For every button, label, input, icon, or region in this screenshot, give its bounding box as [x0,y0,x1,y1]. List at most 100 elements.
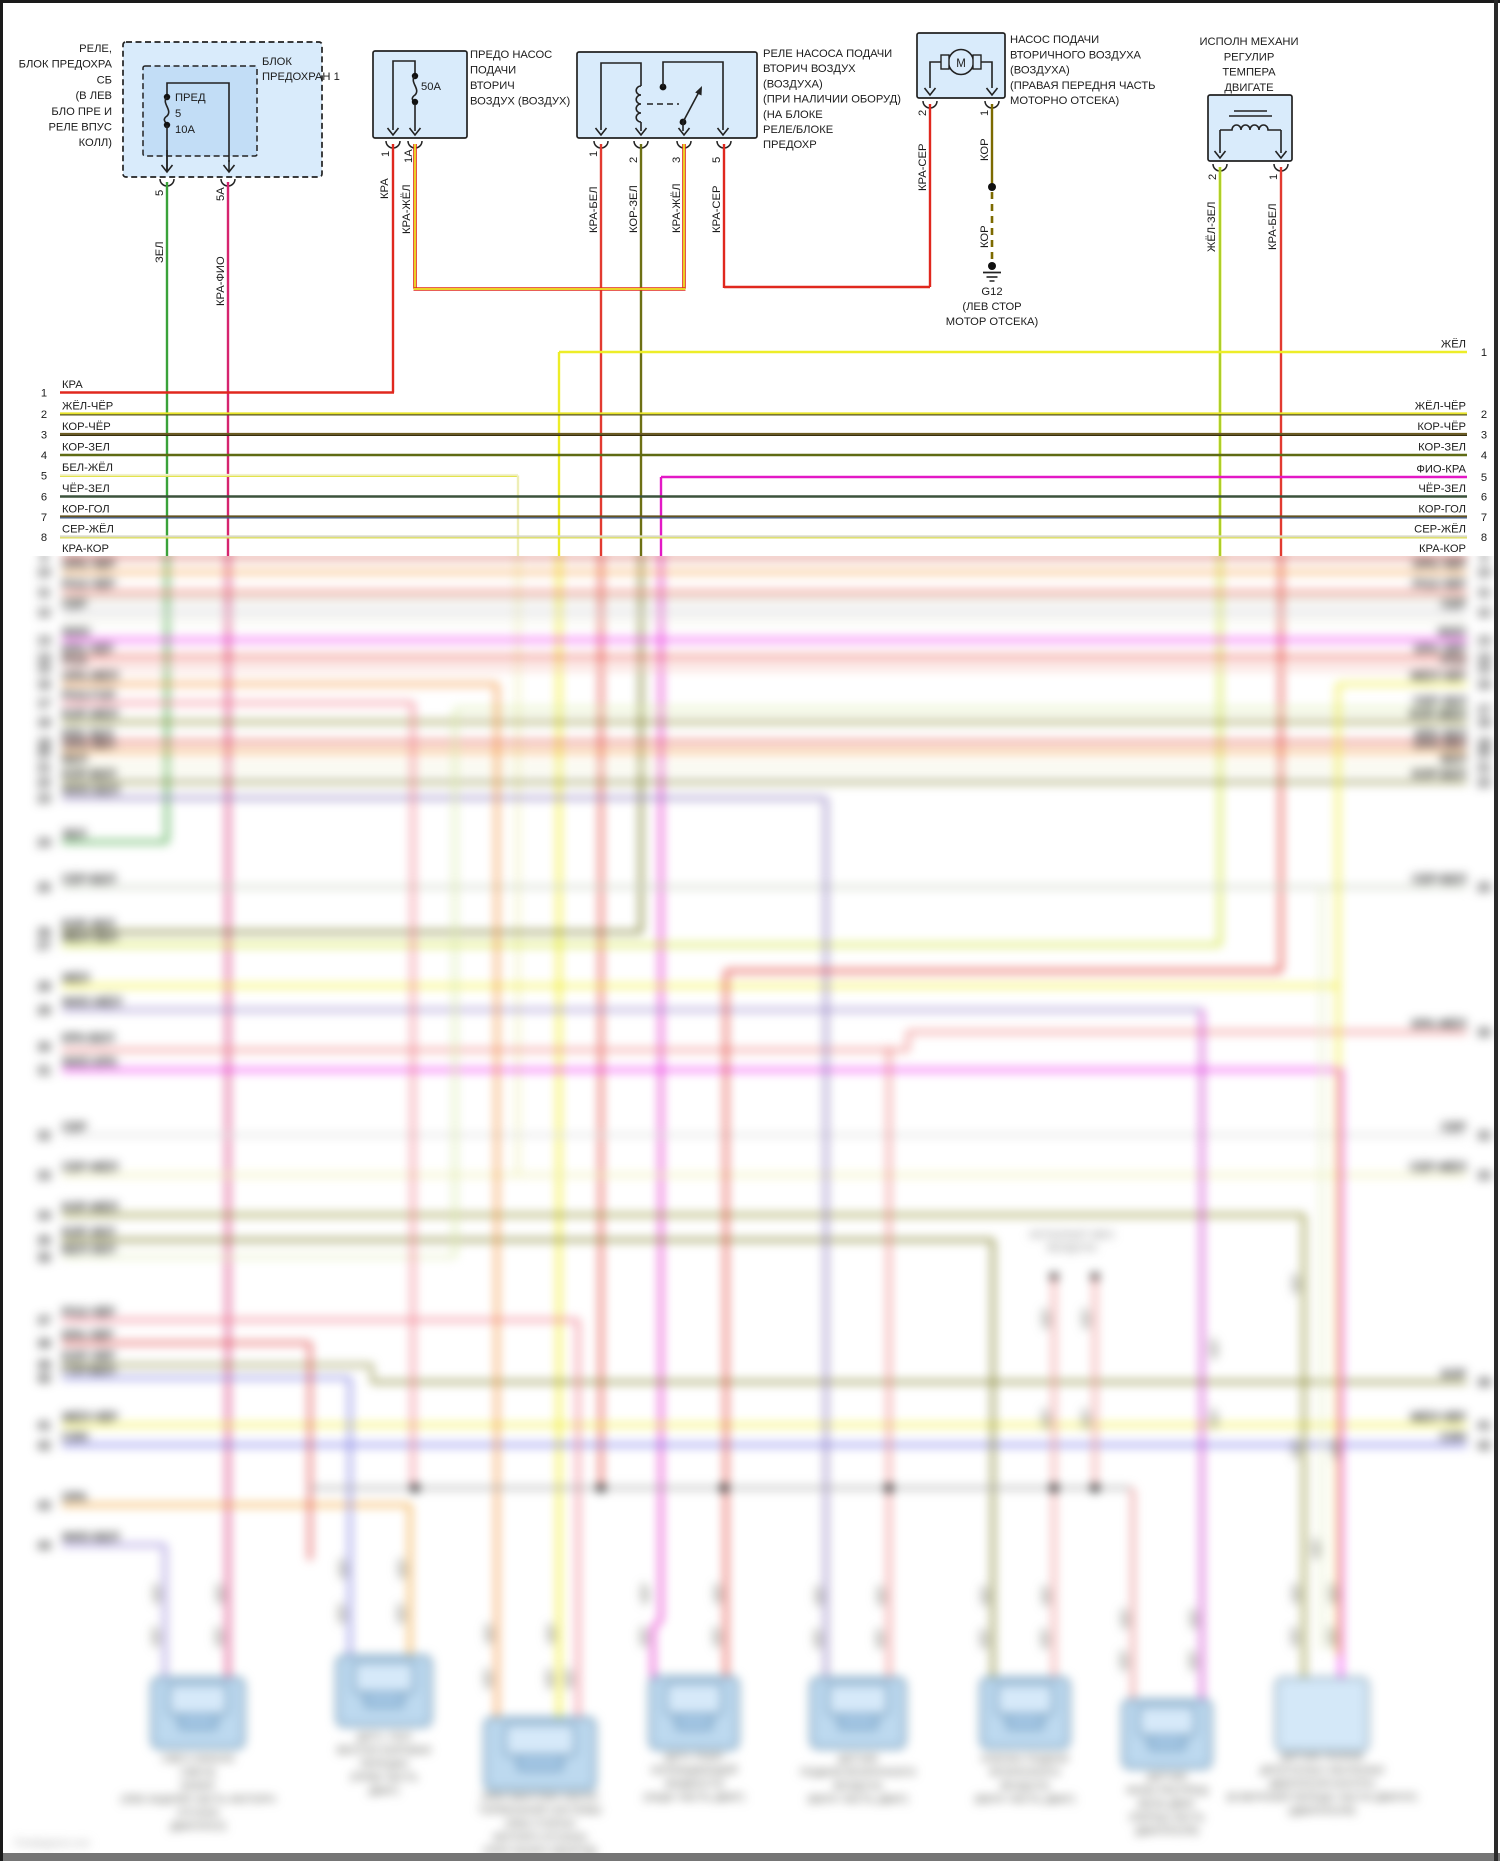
svg-text:ФИО-КРА: ФИО-КРА [1416,464,1466,476]
svg-text:РЕЛЕ,: РЕЛЕ, [79,43,112,55]
svg-text:25: 25 [1477,881,1491,895]
svg-text:СЕР-ЖЁЛ: СЕР-ЖЁЛ [1414,524,1466,536]
svg-text:ОХЛАЖДАЮЩЕЙ: ОХЛАЖДАЮЩЕЙ [651,1764,738,1777]
svg-text:3: 3 [41,430,47,442]
svg-text:30: 30 [1477,1026,1491,1040]
svg-text:ЗЕЛ: ЗЕЛ [62,827,86,841]
svg-text:ЧЁР: ЧЁР [1041,1408,1053,1430]
svg-text:КОР-ЖЁЛ: КОР-ЖЁЛ [62,1199,118,1214]
svg-text:ЧЁР: ЧЁР [546,1623,558,1645]
svg-text:ТЕМПЕРА: ТЕМПЕРА [1222,67,1276,79]
svg-text:ЧЁР: ЧЁР [1041,1585,1053,1607]
svg-text:ВОЗДУХА: ВОЗДУХА [834,1781,883,1792]
svg-text:РОЗ-ГОЛ: РОЗ-ГОЛ [62,688,115,702]
svg-text:КОР-ЗЕЛ: КОР-ЗЕЛ [1418,442,1466,454]
svg-text:5: 5 [154,190,166,196]
svg-text:ЖЁЛ-ЧЁР: ЖЁЛ-ЧЁР [62,401,113,413]
svg-text:ЧЁР: ЧЁР [1040,1628,1052,1650]
svg-text:6: 6 [41,492,47,504]
svg-text:БЕЛ-ЗЕЛ: БЕЛ-ЗЕЛ [62,1242,115,1256]
svg-text:СЕР: СЕР [1441,597,1466,611]
svg-text:ЖИДКОСТИ: ЖИДКОСТИ [664,1779,723,1790]
svg-text:ЧЁР: ЧЁР [713,1583,725,1605]
svg-text:44: 44 [37,1539,51,1553]
svg-text:(НА БЛОКЕ: (НА БЛОКЕ [763,109,823,121]
svg-text:СЕР-ЖЁЛ: СЕР-ЖЁЛ [62,524,114,536]
svg-text:КРА-ЧЁР: КРА-ЧЁР [62,641,113,656]
svg-text:ЧЁР: ЧЁР [876,1585,888,1607]
svg-text:ФАЗЫ РАСПРЕД: ФАЗЫ РАСПРЕД [1126,1786,1208,1797]
svg-text:БЛО ПРЕ И: БЛО ПРЕ И [51,106,112,118]
svg-text:10: 10 [1477,566,1491,580]
svg-text:10: 10 [37,566,51,580]
svg-text:ЧЁР-ЗЕЛ: ЧЁР-ЗЕЛ [62,483,110,495]
svg-text:37: 37 [37,1314,51,1328]
svg-text:БЕЛ: БЕЛ [62,752,87,766]
svg-text:5: 5 [175,108,181,120]
svg-text:ЖЁЛ-ЗЕЛ: ЖЁЛ-ЗЕЛ [1206,202,1218,252]
svg-text:43: 43 [37,1499,51,1513]
svg-text:ДАТЧИК: ДАТЧИК [838,1754,878,1765]
svg-text:G12: G12 [981,286,1002,298]
svg-text:ОРА-ЧЁР: ОРА-ЧЁР [62,556,115,571]
svg-text:ОРА-ЖЁЛ: ОРА-ЖЁЛ [62,668,118,683]
svg-text:КРА-ЗЕЛ: КРА-ЗЕЛ [62,727,113,741]
svg-text:ЧЁР: ЧЁР [1209,1408,1221,1430]
svg-text:КОР-БЕЛ: КОР-БЕЛ [62,767,116,781]
svg-text:КРА-БЕЛ: КРА-БЕЛ [1267,203,1279,250]
svg-text:(ПРИ НАЛИЧ ОБОРУД): (ПРИ НАЛИЧ ОБОРУД) [483,1846,596,1857]
svg-text:СЕР-БЕЛ: СЕР-БЕЛ [1412,872,1466,886]
svg-text:28: 28 [37,980,51,994]
svg-text:КОР-БЕЛ: КОР-БЕЛ [1412,767,1466,781]
svg-text:1: 1 [979,110,991,116]
svg-text:13: 13 [37,634,51,648]
svg-text:13: 13 [1477,634,1491,648]
svg-text:КРА: КРА [62,379,83,391]
svg-text:ЧЁР: ЧЁР [1188,1650,1200,1672]
svg-text:(ПЕРЕД ЧАСТЬ: (ПЕРЕД ЧАСТЬ [1129,1813,1205,1824]
svg-text:20: 20 [1477,746,1491,760]
svg-text:31: 31 [37,1064,51,1078]
svg-text:КОЛЛ): КОЛЛ) [79,137,113,149]
svg-text:24: 24 [37,836,51,850]
svg-text:ЧЁР: ЧЁР [712,1626,724,1648]
svg-text:СЕР: СЕР [62,1120,87,1134]
svg-text:ФИО: ФИО [62,625,90,639]
svg-text:ВОЗДУХА: ВОЗДУХА [1047,1242,1096,1254]
svg-text:17: 17 [37,697,51,711]
svg-text:МОТОРНО ОТСЕКА): МОТОРНО ОТСЕКА) [1010,95,1119,107]
svg-text:КРА-КОР: КРА-КОР [62,543,109,555]
svg-text:ГОЛ-БЕЛ: ГОЛ-БЕЛ [62,1363,115,1377]
svg-text:1: 1 [1481,347,1487,359]
svg-text:КРА-ЗЕЛ: КРА-ЗЕЛ [1415,727,1466,741]
svg-text:КОР-ГОЛ: КОР-ГОЛ [62,504,110,516]
svg-text:М: М [956,58,966,70]
svg-text:МОТОРН ОТСЕКА): МОТОРН ОТСЕКА) [493,1833,586,1844]
svg-text:20: 20 [37,746,51,760]
svg-text:3: 3 [1481,430,1487,442]
svg-text:(ВЕРХ ЧАСТЬ ДВИГ): (ВЕРХ ЧАСТЬ ДВИГ) [975,1795,1076,1806]
svg-text:7: 7 [41,512,47,524]
svg-text:(ВОЗДУХА): (ВОЗДУХА) [1010,65,1070,77]
svg-text:ЧЁР: ЧЁР [1081,1308,1093,1330]
svg-text:41: 41 [37,1419,51,1433]
svg-text:ЧЁР: ЧЁР [1119,1650,1131,1672]
svg-text:СИН: СИН [1440,1430,1466,1444]
svg-text:ЭЛЕК ВАКУУМН НАСОС: ЭЛЕК ВАКУУМН НАСОС [481,1792,600,1803]
svg-text:ЖЁЛ-ЧЁР: ЖЁЛ-ЧЁР [1415,401,1466,413]
svg-text:КРА: КРА [379,178,391,199]
svg-text:1: 1 [588,151,600,157]
svg-text:ЧЁР: ЧЁР [1209,1338,1221,1360]
svg-text:(ЛЕВ ЗАДНЯЯ ЧАСТЬ МОТОРН: (ЛЕВ ЗАДНЯЯ ЧАСТЬ МОТОРН [121,1795,276,1806]
svg-text:КОР-ЗЕЛ: КОР-ЗЕЛ [62,917,115,931]
svg-text:КРА-ЖЁЛ: КРА-ЖЁЛ [1412,1016,1466,1031]
svg-text:ЖЁЛ-ЧЁР: ЖЁЛ-ЧЁР [1409,1409,1466,1424]
svg-text:19: 19 [37,736,51,750]
svg-text:ВЕНТИЛ КОРОБКИ: ВЕНТИЛ КОРОБКИ [337,1746,431,1757]
svg-text:2: 2 [917,110,929,116]
svg-text:ВОЗДУХ (ВОЗДУХ): ВОЗДУХ (ВОЗДУХ) [470,96,570,108]
svg-text:КРА-ЧЁР: КРА-ЧЁР [1415,641,1466,656]
svg-text:ФИО: ФИО [1438,625,1466,639]
svg-text:39: 39 [37,1358,51,1372]
svg-text:КОР: КОР [979,138,991,161]
